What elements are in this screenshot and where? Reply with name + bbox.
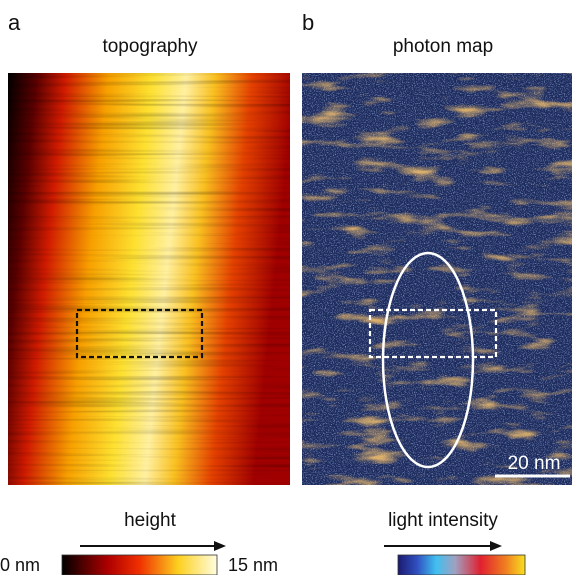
colorbar-title: light intensity: [388, 510, 498, 531]
colorbar-max: 15 nm: [228, 555, 278, 575]
figure: a topography b photon map 20 nm height 0…: [0, 0, 572, 575]
photon-hotspots: [302, 73, 572, 485]
colorbar-min: 0 nm: [0, 555, 40, 575]
photon-image: 20 nm: [302, 73, 572, 485]
arrow-head: [490, 541, 502, 551]
panel-title: topography: [102, 36, 198, 57]
panel-title: photon map: [393, 36, 493, 57]
arrow-head: [214, 541, 226, 551]
topography-image: [8, 73, 290, 485]
scan-lines: [8, 73, 290, 485]
colorbar-title: height: [124, 510, 176, 531]
scale-bar-label: 20 nm: [508, 453, 561, 474]
page: a topography b photon map 20 nm height 0…: [0, 0, 572, 575]
colorbar: [398, 555, 525, 575]
panel-label: a: [8, 10, 21, 35]
panel-label: b: [302, 10, 314, 35]
colorbar: [62, 555, 217, 575]
